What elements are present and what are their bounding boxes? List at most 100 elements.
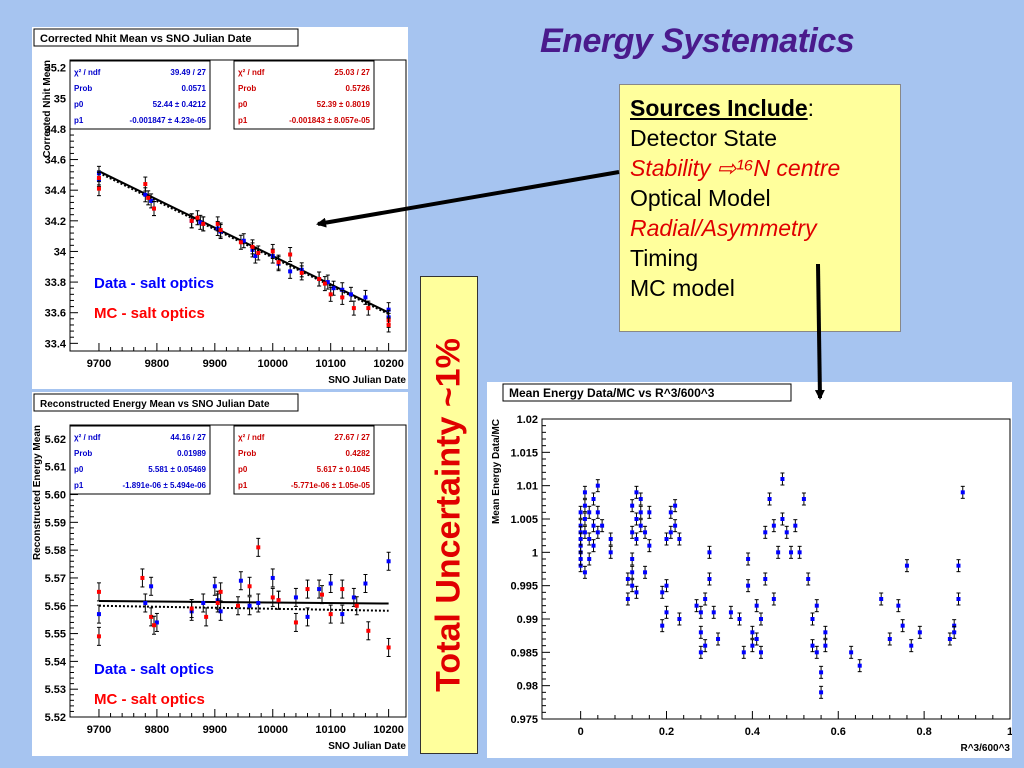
data-point xyxy=(763,530,768,535)
data-point xyxy=(96,186,101,191)
data-point xyxy=(780,477,785,481)
data-point xyxy=(677,617,682,621)
y-tick-label: 33.4 xyxy=(45,338,67,350)
data-point xyxy=(810,617,815,621)
stats-key: p1 xyxy=(238,481,248,490)
data-point xyxy=(152,623,156,628)
mc-fit-line xyxy=(98,604,389,612)
data-point xyxy=(204,614,209,619)
data-point xyxy=(582,490,587,495)
data-point xyxy=(673,503,678,508)
data-point xyxy=(758,617,763,621)
data-point xyxy=(754,603,759,608)
data-point xyxy=(317,277,322,282)
x-tick-label: 9900 xyxy=(203,724,227,736)
data-point xyxy=(340,295,345,300)
data-point xyxy=(668,510,673,515)
data-point xyxy=(591,543,596,548)
data-point xyxy=(608,550,613,555)
data-point xyxy=(253,254,258,259)
data-point xyxy=(810,643,815,648)
data-point xyxy=(96,612,101,617)
data-point xyxy=(256,600,261,605)
data-point xyxy=(238,578,243,583)
data-point xyxy=(578,510,583,515)
legend-entry: Data - salt optics xyxy=(94,275,214,292)
chart-title: Reconstructed Energy Mean vs SNO Julian … xyxy=(40,399,270,410)
data-point xyxy=(746,557,751,561)
data-point xyxy=(348,292,353,297)
data-point xyxy=(582,570,587,575)
data-point xyxy=(256,250,261,255)
stats-value: 44.16 / 27 xyxy=(170,433,206,442)
data-point xyxy=(879,597,884,601)
source-item: Radial/Asymmetry xyxy=(630,215,817,241)
uncertainty-box: Total Uncertainty ~1% xyxy=(420,276,478,754)
stats-value: 0.5726 xyxy=(346,84,371,93)
data-point xyxy=(149,614,154,619)
data-point xyxy=(215,600,220,605)
stats-value: 0.01989 xyxy=(177,449,206,458)
data-point xyxy=(331,286,336,291)
data-point xyxy=(711,610,716,615)
data-point xyxy=(625,597,630,601)
y-tick-label: 1.02 xyxy=(517,414,538,426)
data-point xyxy=(218,589,223,594)
data-point xyxy=(322,281,327,286)
data-point xyxy=(288,252,293,257)
y-tick-label: 5.56 xyxy=(45,601,66,613)
data-point xyxy=(270,575,275,580)
data-point xyxy=(634,490,639,495)
x-tick-label: 10000 xyxy=(257,724,288,736)
data-point xyxy=(215,221,220,226)
data-point xyxy=(947,637,952,641)
data-point xyxy=(363,581,368,586)
data-point xyxy=(634,590,639,595)
stats-key: χ² / ndf xyxy=(74,68,101,77)
data-point xyxy=(351,595,356,600)
data-point xyxy=(366,628,371,633)
data-point xyxy=(305,587,310,592)
data-point xyxy=(276,260,281,265)
data-point xyxy=(250,244,255,249)
data-point xyxy=(595,510,600,515)
data-point xyxy=(634,537,639,541)
data-point xyxy=(630,570,635,575)
data-point xyxy=(305,614,310,619)
x-tick-label: 0.6 xyxy=(831,726,846,738)
stats-key: χ² / ndf xyxy=(238,433,265,442)
data-point xyxy=(857,663,862,668)
data-point xyxy=(896,603,901,608)
data-point xyxy=(694,603,699,608)
data-point xyxy=(351,306,356,311)
stats-value: 0.4282 xyxy=(346,449,371,458)
y-tick-label: 34.8 xyxy=(45,124,66,136)
y-tick-label: 33.8 xyxy=(45,277,66,289)
data-point xyxy=(634,517,639,521)
data-point xyxy=(293,595,298,600)
data-point xyxy=(703,643,708,648)
data-point xyxy=(195,215,200,220)
data-point xyxy=(96,589,101,594)
data-point xyxy=(386,307,391,312)
data-point xyxy=(960,490,965,495)
data-point xyxy=(276,598,281,603)
stats-box xyxy=(233,425,375,495)
data-point xyxy=(328,612,333,617)
chart-title-box xyxy=(33,28,299,47)
data-point xyxy=(638,510,643,515)
x-tick-label: 10100 xyxy=(315,358,346,370)
data-point xyxy=(236,603,240,608)
data-point xyxy=(643,530,648,535)
data-point xyxy=(789,550,794,555)
y-tick-label: 5.62 xyxy=(45,434,66,446)
chart-title: Mean Energy Data/MC vs R^3/600^3 xyxy=(509,386,715,400)
data-point xyxy=(664,537,669,541)
data-point xyxy=(578,523,583,528)
data-point xyxy=(793,523,798,528)
stats-value: -1.891e-06 ± 5.494e-06 xyxy=(122,481,206,490)
stats-key: χ² / ndf xyxy=(74,433,101,442)
data-point xyxy=(587,510,592,515)
stats-value: 52.39 ± 0.8019 xyxy=(317,100,371,109)
data-point xyxy=(763,577,768,581)
